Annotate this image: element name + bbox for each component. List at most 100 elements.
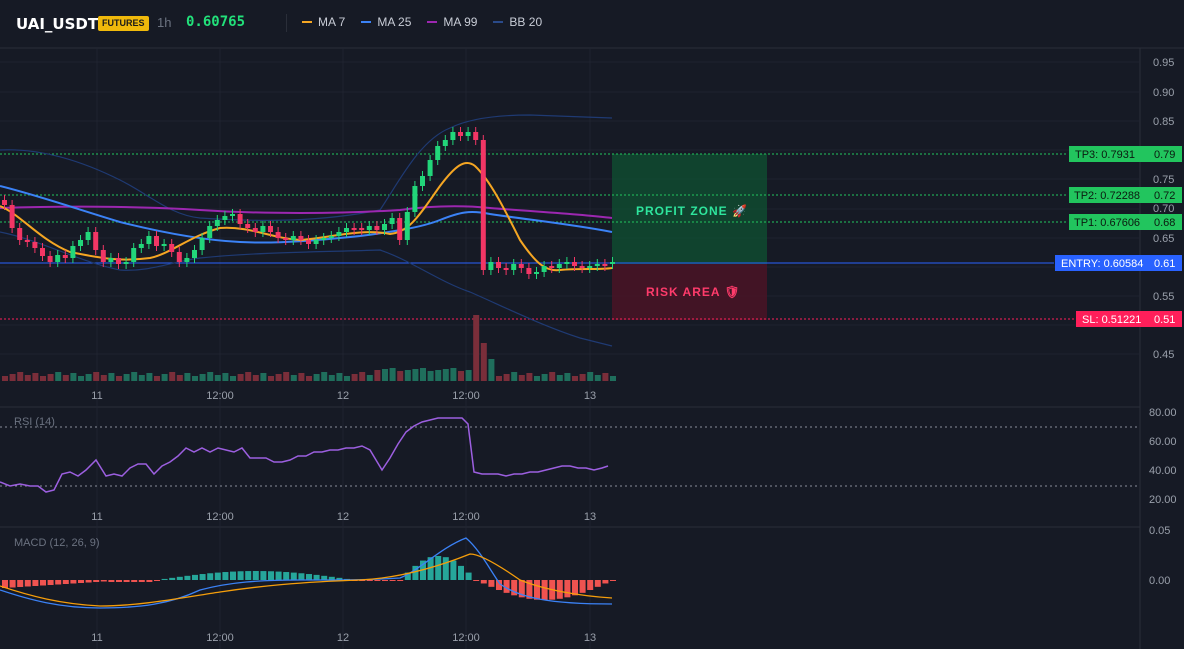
ma7-swatch-icon (302, 21, 312, 23)
time-label: 12:00 (206, 511, 234, 523)
macd-hist-bar (473, 580, 480, 581)
volume-bar (564, 373, 571, 381)
volume-bar (230, 376, 236, 381)
macd-hist-bar (579, 580, 586, 593)
profit-zone-label: PROFIT ZONE 🚀 (636, 204, 748, 218)
macd-hist-bar (480, 580, 487, 584)
time-axis-main[interactable]: 11 12:00 12 12:00 13 (91, 390, 596, 402)
volume-bar (70, 373, 77, 381)
macd-hist-bar (534, 580, 540, 600)
interval-selector[interactable]: 1h (157, 15, 172, 30)
volume-bar (24, 375, 31, 381)
volume-bar (511, 372, 518, 381)
volume-bar (47, 374, 54, 381)
tp2-tag[interactable]: TP2: 0.72288 0.72 (1069, 187, 1182, 203)
legend-ma99[interactable]: MA 99 (427, 15, 477, 29)
ma7-line (0, 161, 613, 272)
volume-bar (222, 373, 229, 381)
time-label: 12:00 (452, 511, 480, 523)
macd-hist-bar (199, 574, 206, 580)
candle-body (610, 262, 615, 264)
macd-hist-bar (108, 580, 115, 582)
legend-bb20[interactable]: BB 20 (493, 15, 542, 29)
candle-body (587, 266, 593, 268)
tp1-axis-value: 0.68 (1154, 217, 1175, 229)
macd-hist-bar (404, 572, 411, 580)
volume-bar (32, 373, 39, 381)
rsi-title: RSI (14) (14, 416, 55, 428)
candle-body (511, 264, 517, 270)
macd-hist-bar (2, 580, 8, 588)
symbol-name[interactable]: UAI_USDT (16, 15, 99, 33)
macd-hist-bar (85, 580, 92, 583)
macd-hist-bar (123, 580, 130, 582)
macd-hist-bar (32, 580, 39, 586)
candle-body (488, 262, 494, 270)
risk-zone[interactable] (612, 264, 767, 320)
macd-hist-bar (503, 580, 510, 593)
candle-body (24, 240, 30, 242)
macd-hist-bar (70, 580, 77, 584)
macd-hist-bar (222, 572, 229, 580)
macd-hist-bar (116, 580, 122, 582)
candle-body (17, 228, 23, 240)
price-tick: 0.90 (1153, 87, 1174, 99)
candle-body (2, 200, 7, 205)
tp3-tag[interactable]: TP3: 0.7931 0.79 (1069, 146, 1182, 162)
volume-bar (541, 374, 548, 381)
sl-tag[interactable]: SL: 0.51221 0.51 (1076, 311, 1182, 327)
candle-body (245, 224, 251, 228)
legend-ma25[interactable]: MA 25 (361, 15, 411, 29)
tp2-tag-label: TP2: 0.72288 (1074, 190, 1140, 202)
candlestick-series[interactable] (2, 127, 615, 279)
volume-bar (458, 371, 464, 381)
tp1-tag[interactable]: TP1: 0.67606 0.68 (1069, 214, 1182, 230)
macd-hist-bar (572, 580, 578, 596)
candle-body (541, 266, 547, 272)
price-axis[interactable]: 0.95 0.90 0.85 0.75 0.65 0.55 0.45 0.70 (1153, 57, 1174, 361)
candle-body (252, 228, 258, 232)
macd-hist-bar (268, 571, 274, 580)
candle-body (526, 268, 532, 274)
volume-bar (321, 372, 328, 381)
profit-zone[interactable] (612, 154, 767, 264)
legend-ma7-label: MA 7 (318, 15, 346, 29)
candle-body (328, 236, 334, 238)
volume-bar (252, 375, 259, 381)
volume-bar (298, 373, 305, 381)
candle-body (412, 186, 418, 212)
price-tick: 0.85 (1153, 116, 1174, 128)
macd-hist-bar (594, 580, 601, 587)
volume-bar (313, 374, 320, 381)
volume-bar (131, 372, 138, 381)
volume-bar (465, 370, 472, 381)
candle-body (275, 232, 281, 238)
volume-bar (427, 371, 434, 381)
candle-body (138, 244, 144, 248)
candle-body (450, 132, 456, 140)
volume-bar (503, 374, 510, 381)
candle-body (123, 262, 129, 264)
candle-body (564, 262, 570, 264)
volume-bar (268, 376, 274, 381)
volume-bar (116, 376, 122, 381)
entry-tag[interactable]: ENTRY: 0.60584 0.61 (1055, 255, 1182, 271)
candle-body (534, 272, 539, 274)
volume-bar (496, 376, 502, 381)
volume-bar (610, 376, 616, 381)
macd-hist-bar (488, 580, 495, 587)
macd-hist-bar (245, 571, 252, 580)
candle-body (207, 226, 213, 238)
candle-body (154, 236, 159, 246)
candle-body (260, 226, 266, 232)
rsi-line (0, 417, 609, 493)
macd-hist-bar (435, 556, 442, 580)
volume-bar (412, 369, 419, 381)
candle-body (594, 264, 600, 266)
indicator-legend: MA 7 MA 25 MA 99 BB 20 (302, 15, 542, 29)
volume-bar (549, 372, 556, 381)
candle-body (404, 212, 410, 240)
legend-ma7[interactable]: MA 7 (302, 15, 345, 29)
time-label: 12 (337, 390, 349, 402)
